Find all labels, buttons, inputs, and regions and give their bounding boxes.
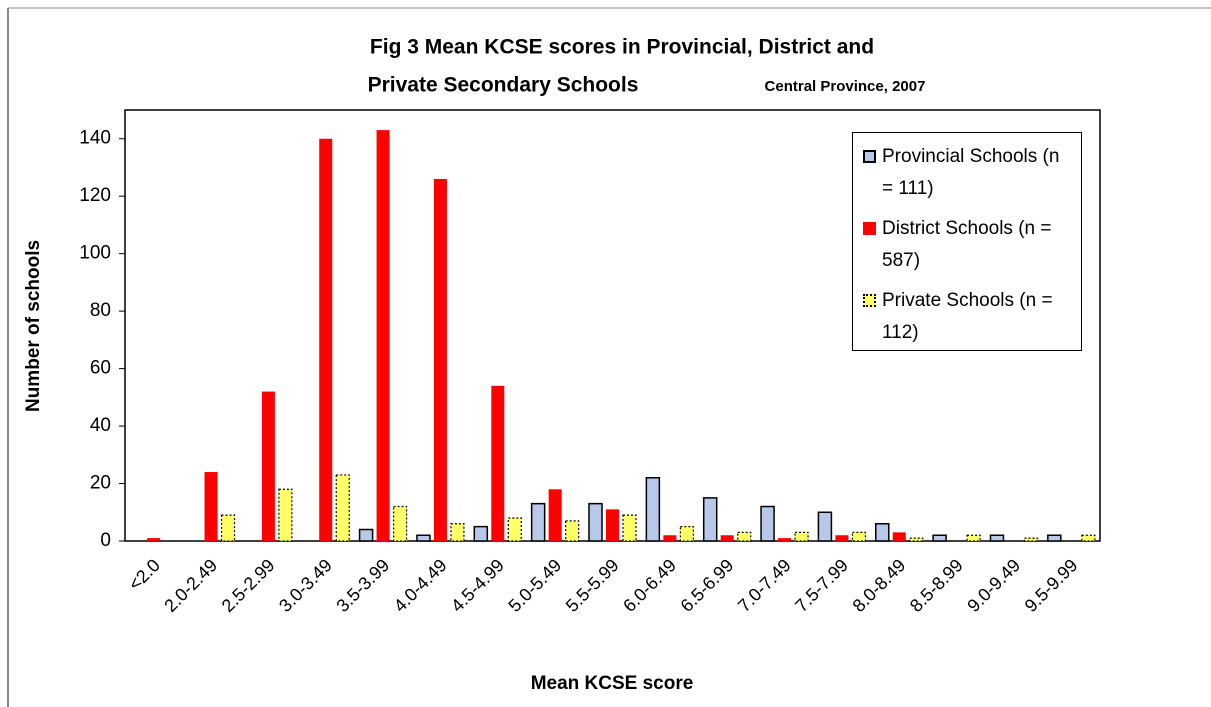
bar	[392, 505, 408, 542]
chart-title: Fig 3 Mean KCSE scores in Provincial, Di…	[370, 36, 874, 59]
bar	[358, 528, 374, 542]
x-tick-label: 8.5-8.99	[906, 555, 967, 616]
y-tick-label: 0	[100, 530, 111, 551]
bar	[319, 138, 333, 541]
bar	[416, 534, 431, 542]
bar	[507, 517, 522, 542]
bar	[909, 537, 924, 542]
x-tick-label: 5.0-5.49	[504, 555, 565, 616]
bar	[794, 531, 809, 542]
bar	[720, 535, 734, 541]
bar	[663, 535, 677, 541]
bar	[817, 511, 833, 542]
x-tick-label: <2.0	[125, 555, 164, 594]
bar	[220, 514, 236, 542]
legend-label: District Schools (n = 587)	[882, 218, 1052, 271]
legend-item: Provincial Schools (n = 111)	[859, 141, 1075, 213]
bar	[679, 526, 694, 542]
bar	[835, 535, 849, 541]
y-axis-label: Number of schools	[23, 240, 44, 412]
bar	[851, 531, 867, 542]
x-tick-label: 4.0-4.49	[390, 555, 451, 616]
bar	[989, 534, 1005, 542]
x-tick-label: 2.0-2.49	[160, 555, 221, 616]
bar	[966, 534, 981, 542]
x-tick-label: 6.5-6.99	[677, 555, 738, 616]
chart-subtitle: Central Province, 2007	[765, 78, 926, 95]
x-tick-label: 8.0-8.49	[849, 555, 910, 616]
bar	[1047, 534, 1062, 542]
x-tick-label: 3.0-3.49	[275, 555, 336, 616]
bar	[433, 178, 447, 541]
x-axis-label: Mean KCSE score	[531, 673, 694, 694]
x-tick-label: 7.0-7.49	[734, 555, 795, 616]
x-tick-label: 9.5-9.99	[1021, 555, 1082, 616]
y-tick-label: 20	[90, 473, 111, 494]
legend-item: District Schools (n = 587)	[859, 213, 1075, 285]
bar	[335, 474, 350, 542]
bar	[760, 505, 775, 542]
bar	[204, 472, 218, 541]
x-tick-label: 9.0-9.49	[963, 555, 1024, 616]
bar	[473, 525, 489, 542]
bar	[932, 534, 947, 542]
legend-swatch	[863, 222, 876, 235]
bar	[376, 130, 390, 541]
legend: Provincial Schools (n = 111) District Sch…	[852, 132, 1082, 351]
y-tick-label: 40	[90, 415, 111, 436]
chart-title: Private Secondary Schools	[368, 74, 639, 97]
bar	[450, 523, 465, 542]
bar	[622, 514, 637, 542]
bar	[491, 385, 505, 541]
y-tick-label: 60	[90, 358, 111, 379]
y-tick-label: 100	[79, 243, 111, 264]
bar	[530, 502, 546, 542]
bar	[606, 509, 619, 541]
legend-label: Provincial Schools (n = 111)	[882, 146, 1060, 199]
bar	[778, 538, 792, 541]
y-tick-label: 80	[90, 300, 111, 321]
x-tick-label: 4.5-4.99	[447, 555, 508, 616]
bar	[278, 488, 293, 542]
y-tick-label: 140	[79, 128, 111, 149]
bar	[588, 502, 603, 542]
bar	[1023, 537, 1039, 542]
legend-label: Private Schools (n = 112)	[882, 290, 1053, 343]
bar	[875, 523, 890, 542]
x-tick-label: 7.5-7.99	[791, 555, 852, 616]
bar	[261, 391, 275, 541]
bar	[892, 532, 906, 541]
legend-swatch	[863, 294, 876, 307]
bar	[548, 489, 562, 541]
y-tick-label: 120	[79, 185, 111, 206]
bar	[702, 497, 718, 542]
bar	[645, 477, 661, 542]
legend-swatch	[863, 150, 876, 163]
x-tick-label: 3.5-3.99	[332, 555, 393, 616]
bar	[565, 520, 580, 542]
x-tick-label: 5.5-5.99	[562, 555, 623, 616]
x-tick-label: 6.0-6.49	[619, 555, 680, 616]
legend-item: Private Schools (n = 112)	[859, 285, 1075, 357]
bar	[1081, 534, 1096, 542]
bar	[737, 531, 752, 542]
bar	[147, 538, 161, 541]
x-tick-label: 2.5-2.99	[218, 555, 279, 616]
